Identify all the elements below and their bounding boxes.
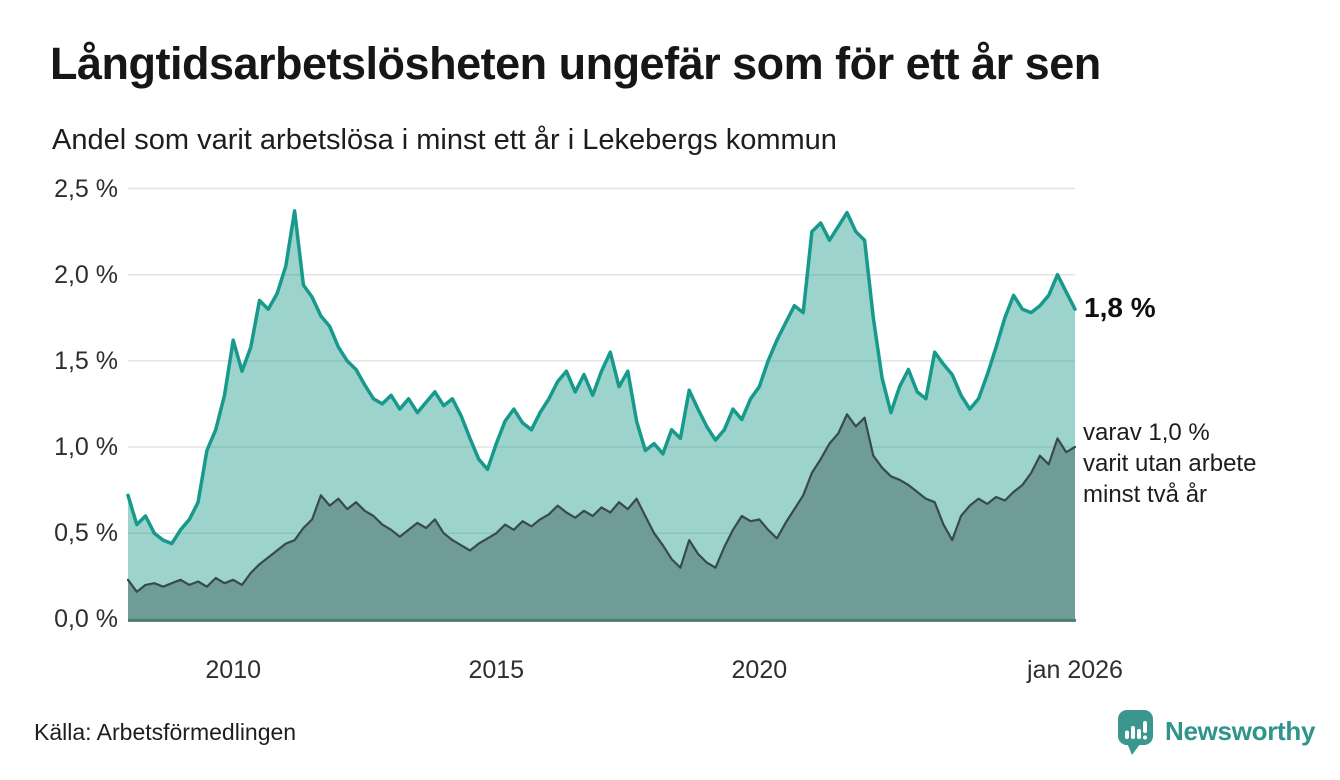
chart-title: Långtidsarbetslösheten ungefär som för e… [50,38,1101,89]
chart-subtitle: Andel som varit arbetslösa i minst ett å… [52,124,837,156]
series2-annotation-line1: varav 1,0 % [1083,419,1210,446]
series2-annotation: varav 1,0 % varit utan arbete minst två … [1083,417,1256,510]
series2-annotation-line3: minst två år [1083,481,1208,508]
series2-annotation-line2: varit utan arbete [1083,450,1257,477]
y-tick-label: 1,0 % [54,433,118,462]
x-tick-label: 2015 [468,656,525,684]
y-tick-label: 0,5 % [54,519,118,548]
y-tick-label: 1,5 % [54,346,118,375]
y-tick-label: 2,0 % [54,260,118,289]
newsworthy-logo-text: Newsworthy [1165,715,1316,746]
newsworthy-bubble-chart-icon [1118,710,1153,755]
newsworthy-logo: Newsworthy [1116,706,1315,756]
y-tick-label: 2,5 % [54,174,118,203]
source-attribution: Källa: Arbetsförmedlingen [34,719,297,745]
x-tick-label: 2010 [205,656,262,684]
y-tick-label: 0,0 % [54,605,118,634]
series1-end-value-label: 1,8 % [1084,292,1156,323]
x-tick-label: 2020 [731,656,788,684]
x-tick-label: jan 2026 [1027,656,1123,684]
